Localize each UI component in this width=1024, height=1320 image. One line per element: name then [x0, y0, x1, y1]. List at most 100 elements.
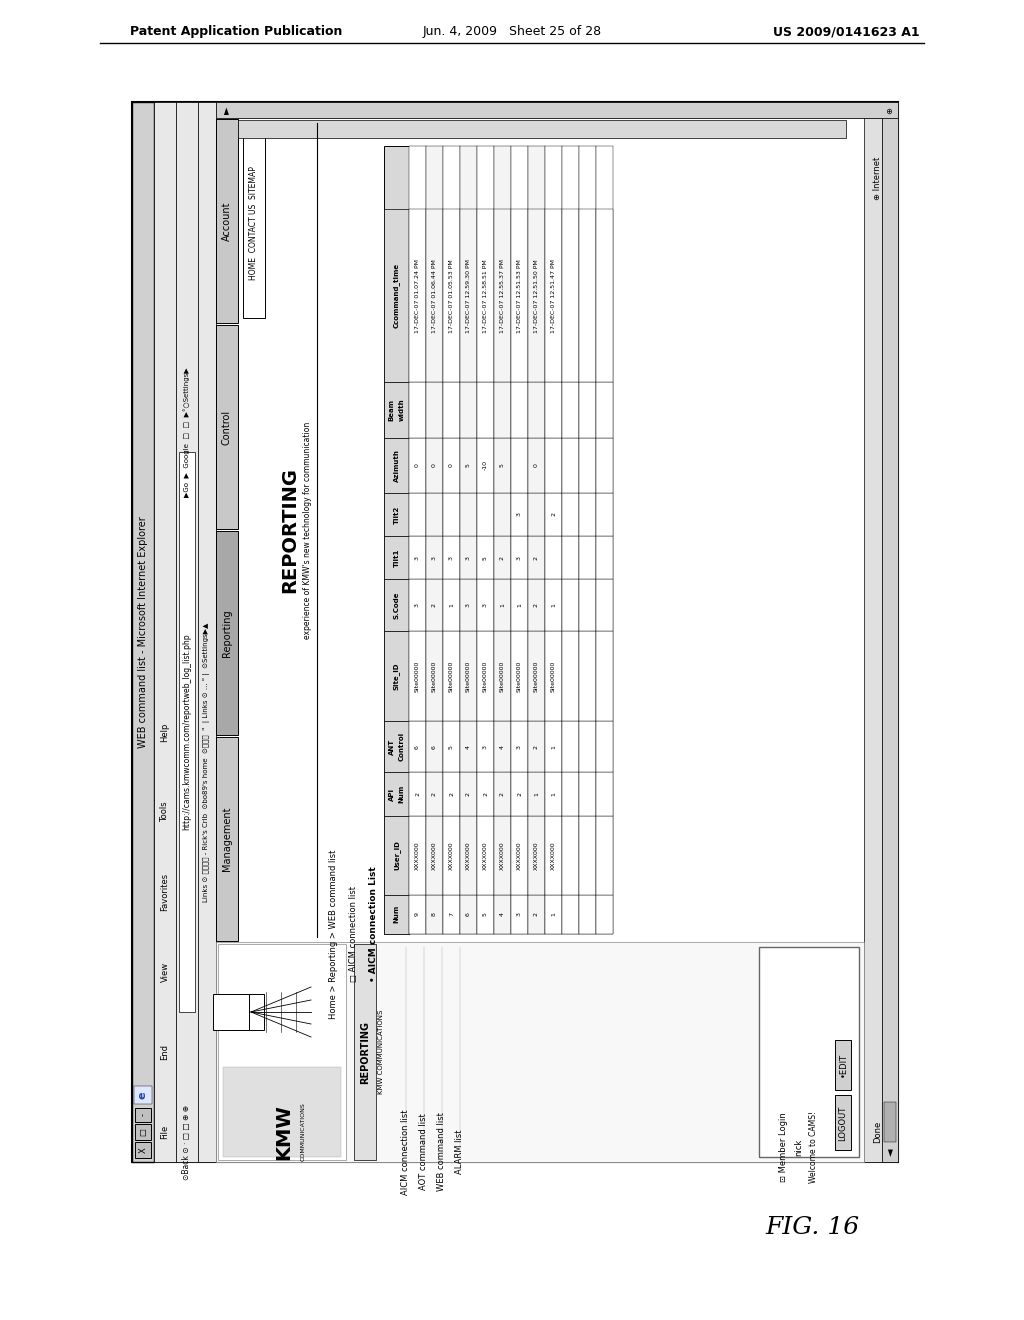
Polygon shape: [426, 383, 443, 437]
Text: 17-DEC-07 12.51.53 PM: 17-DEC-07 12.51.53 PM: [517, 259, 522, 333]
Polygon shape: [596, 772, 613, 816]
Text: Tilt2: Tilt2: [393, 506, 399, 524]
Polygon shape: [545, 772, 562, 816]
Text: Azimuth: Azimuth: [393, 449, 399, 482]
Polygon shape: [132, 102, 898, 1162]
Text: http://cams.kmwcomm.com/reportweb_log_list.php: http://cams.kmwcomm.com/reportweb_log_li…: [182, 634, 191, 830]
Polygon shape: [409, 492, 426, 536]
Polygon shape: [426, 437, 443, 492]
Polygon shape: [545, 721, 562, 772]
Polygon shape: [426, 536, 443, 579]
Polygon shape: [579, 816, 596, 895]
Text: 2: 2: [449, 792, 454, 796]
Polygon shape: [443, 147, 460, 935]
Text: ⊙Back ⊙ · □ □ ⊕ ⊕: ⊙Back ⊙ · □ □ ⊕ ⊕: [182, 1105, 191, 1180]
Polygon shape: [545, 536, 562, 579]
Text: 1: 1: [517, 603, 522, 607]
Polygon shape: [596, 492, 613, 536]
Text: Site_ID: Site_ID: [393, 663, 400, 689]
Polygon shape: [596, 631, 613, 721]
Polygon shape: [426, 772, 443, 816]
Polygon shape: [409, 437, 426, 492]
Polygon shape: [596, 579, 613, 631]
Text: 2: 2: [432, 603, 437, 607]
Text: 3: 3: [432, 556, 437, 560]
Text: Site00000: Site00000: [415, 660, 420, 692]
Text: -10: -10: [483, 461, 488, 470]
Polygon shape: [460, 383, 477, 437]
Polygon shape: [384, 209, 409, 383]
Text: 5: 5: [483, 556, 488, 560]
Text: Ccommand_time: Ccommand_time: [393, 263, 400, 329]
Text: experience of KMW's new technology for communication: experience of KMW's new technology for c…: [302, 421, 311, 639]
Text: Num: Num: [393, 906, 399, 924]
Text: Site00000: Site00000: [432, 660, 437, 692]
Text: 17-DEC-07 01.07.24 PM: 17-DEC-07 01.07.24 PM: [415, 259, 420, 333]
Polygon shape: [216, 119, 238, 323]
Text: 5: 5: [500, 463, 505, 467]
Text: 2: 2: [551, 512, 556, 516]
Text: Site00000: Site00000: [466, 660, 471, 692]
Text: 0: 0: [415, 463, 420, 467]
Text: X: X: [138, 1147, 147, 1152]
Text: WEB command list: WEB command list: [437, 1113, 446, 1192]
Polygon shape: [460, 492, 477, 536]
Text: 17-DEC-07 12.59.30 PM: 17-DEC-07 12.59.30 PM: [466, 259, 471, 333]
Text: View: View: [161, 962, 170, 982]
Polygon shape: [460, 147, 477, 935]
Polygon shape: [443, 772, 460, 816]
Polygon shape: [477, 492, 494, 536]
Polygon shape: [409, 816, 426, 895]
Polygon shape: [409, 721, 426, 772]
Polygon shape: [882, 117, 898, 1162]
Text: HOME  CONTACT US  SITEMAP: HOME CONTACT US SITEMAP: [250, 166, 258, 280]
Text: 2: 2: [466, 792, 471, 796]
Polygon shape: [562, 437, 579, 492]
Text: e: e: [138, 1092, 148, 1098]
Text: Site00000: Site00000: [483, 660, 488, 692]
Polygon shape: [528, 721, 545, 772]
Text: KMW COMMUNICATIONS: KMW COMMUNICATIONS: [378, 1010, 384, 1094]
Text: Links ⊙ 한나나나 - Rick's Crib  ⊙bo89's home  ⊙한어하  "  | Links ⊙ ... " |  ⊙Settings▶: Links ⊙ 한나나나 - Rick's Crib ⊙bo89's home …: [204, 622, 211, 902]
Polygon shape: [511, 721, 528, 772]
Polygon shape: [579, 721, 596, 772]
Text: 5: 5: [466, 463, 471, 467]
Polygon shape: [460, 895, 477, 935]
Polygon shape: [562, 147, 579, 935]
Polygon shape: [511, 209, 528, 383]
Text: 1: 1: [534, 792, 539, 796]
Polygon shape: [494, 437, 511, 492]
Polygon shape: [426, 492, 443, 536]
Polygon shape: [460, 437, 477, 492]
Text: • AICM connection List: • AICM connection List: [369, 866, 378, 982]
Polygon shape: [579, 895, 596, 935]
Polygon shape: [384, 721, 409, 772]
Polygon shape: [216, 102, 898, 117]
Text: 1: 1: [551, 912, 556, 916]
Text: Beam: Beam: [388, 399, 394, 421]
Polygon shape: [409, 383, 426, 437]
Text: □: □: [138, 1129, 147, 1137]
Polygon shape: [409, 579, 426, 631]
Polygon shape: [596, 721, 613, 772]
Text: 0: 0: [432, 463, 437, 467]
Polygon shape: [135, 1107, 151, 1122]
Polygon shape: [409, 631, 426, 721]
Polygon shape: [443, 209, 460, 383]
Polygon shape: [426, 631, 443, 721]
Text: 3: 3: [483, 744, 488, 748]
Text: width: width: [398, 399, 404, 421]
Polygon shape: [460, 772, 477, 816]
Polygon shape: [426, 816, 443, 895]
Polygon shape: [460, 579, 477, 631]
Text: Control: Control: [222, 409, 232, 445]
Text: 3: 3: [483, 603, 488, 607]
Text: XXXX000: XXXX000: [449, 841, 454, 870]
Polygon shape: [409, 895, 426, 935]
Polygon shape: [528, 895, 545, 935]
Text: ⊕ Internet: ⊕ Internet: [873, 156, 882, 199]
Text: File: File: [161, 1125, 170, 1139]
Text: 9: 9: [415, 912, 420, 916]
Polygon shape: [596, 816, 613, 895]
Polygon shape: [213, 994, 249, 1030]
